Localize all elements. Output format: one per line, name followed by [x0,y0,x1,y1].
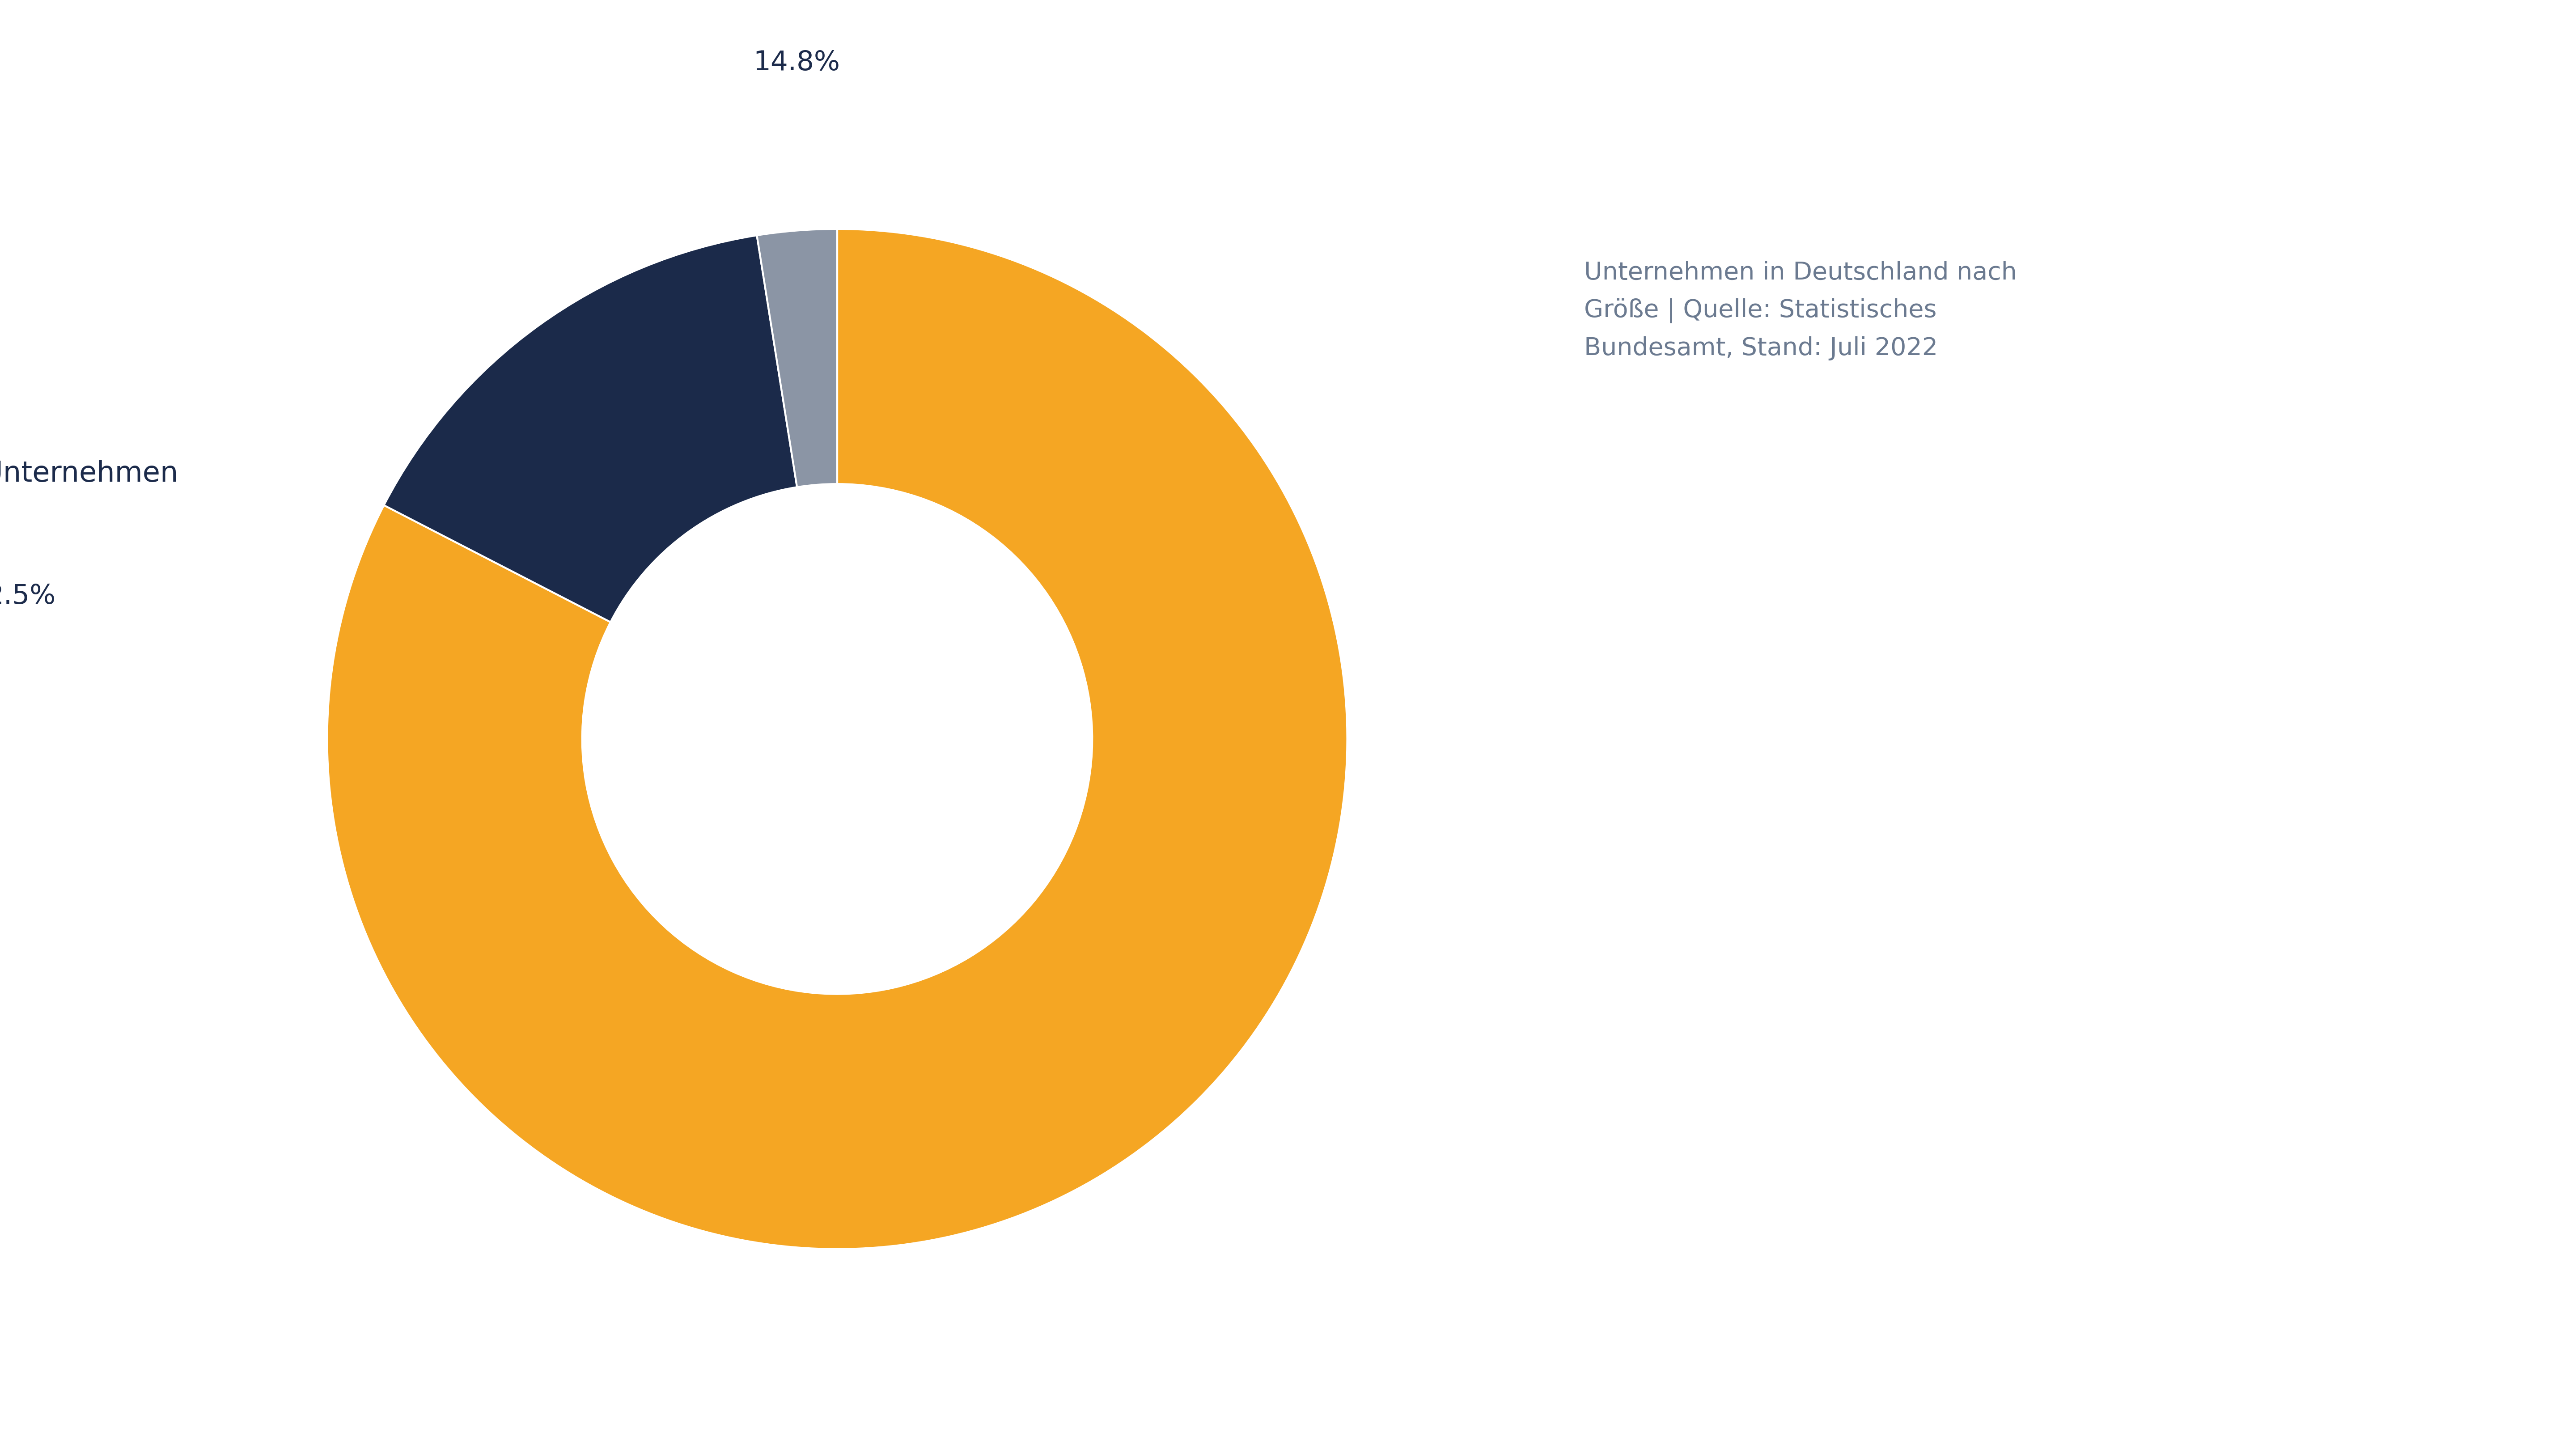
Wedge shape [757,229,837,487]
Wedge shape [327,229,1347,1249]
Wedge shape [384,235,796,622]
Text: Mittlere Unternehmen: Mittlere Unternehmen [0,459,178,488]
Text: 14.8%: 14.8% [752,49,840,75]
Text: 2.5%: 2.5% [0,582,57,610]
Text: Unternehmen in Deutschland nach
Größe | Quelle: Statistisches
Bundesamt, Stand: : Unternehmen in Deutschland nach Größe | … [1584,261,2017,361]
